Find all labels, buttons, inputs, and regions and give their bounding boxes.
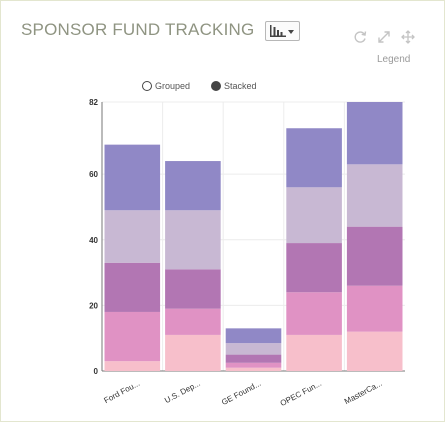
bar-segment — [225, 343, 282, 355]
chart-type-dropdown[interactable] — [265, 21, 300, 41]
stacked-radio[interactable]: Stacked — [211, 81, 257, 91]
bar-segment — [286, 243, 342, 293]
bar-segment — [225, 354, 282, 363]
y-tick-label: 40 — [89, 236, 98, 245]
grouped-radio[interactable]: Grouped — [142, 81, 190, 91]
x-tick-label: GE Found... — [220, 379, 262, 407]
move-icon[interactable] — [401, 30, 415, 44]
y-tick-label: 0 — [94, 367, 99, 376]
bar-segment — [225, 362, 282, 368]
x-tick-label: OPEC Fun... — [279, 379, 323, 408]
bar-segment — [225, 367, 282, 371]
bar-segment — [104, 210, 161, 263]
bar-segment — [165, 161, 221, 211]
grouped-label: Grouped — [155, 81, 191, 91]
radio-checked-icon — [211, 81, 221, 91]
y-tick-label: 82 — [89, 98, 98, 107]
bar-segment — [165, 269, 221, 309]
x-tick-label: MasterCa... — [343, 379, 384, 406]
bar-segment — [346, 331, 403, 371]
bar-segment — [286, 292, 342, 335]
bar-chart-icon — [270, 25, 286, 37]
bar-segment — [286, 187, 342, 244]
bar-segment — [165, 334, 221, 371]
bar-segment — [286, 128, 342, 188]
bar-segment — [346, 102, 403, 165]
radio-unchecked-icon — [142, 81, 152, 91]
chevron-down-icon — [288, 30, 294, 34]
bar-segment — [346, 226, 403, 286]
bar-segment — [346, 164, 403, 227]
bar-segment — [286, 334, 342, 371]
bar-segment — [165, 210, 221, 270]
legend-link[interactable]: Legend — [377, 54, 411, 65]
expand-icon[interactable] — [377, 30, 391, 44]
bar-segment — [165, 308, 221, 335]
bar-segment — [346, 285, 403, 332]
bar-segment — [104, 361, 161, 371]
y-tick-label: 20 — [89, 301, 98, 310]
y-tick-label: 60 — [89, 170, 98, 179]
x-tick-label: Ford Fou... — [102, 379, 141, 405]
chart-title: SPONSOR FUND TRACKING — [21, 20, 255, 39]
stacked-label: Stacked — [224, 81, 257, 91]
refresh-icon[interactable] — [353, 30, 367, 44]
bar-segment — [225, 328, 282, 344]
x-tick-label: U.S. Dep... — [163, 379, 202, 405]
bar-segment — [104, 144, 161, 211]
bar-segment — [104, 311, 161, 362]
bar-segment — [104, 262, 161, 312]
